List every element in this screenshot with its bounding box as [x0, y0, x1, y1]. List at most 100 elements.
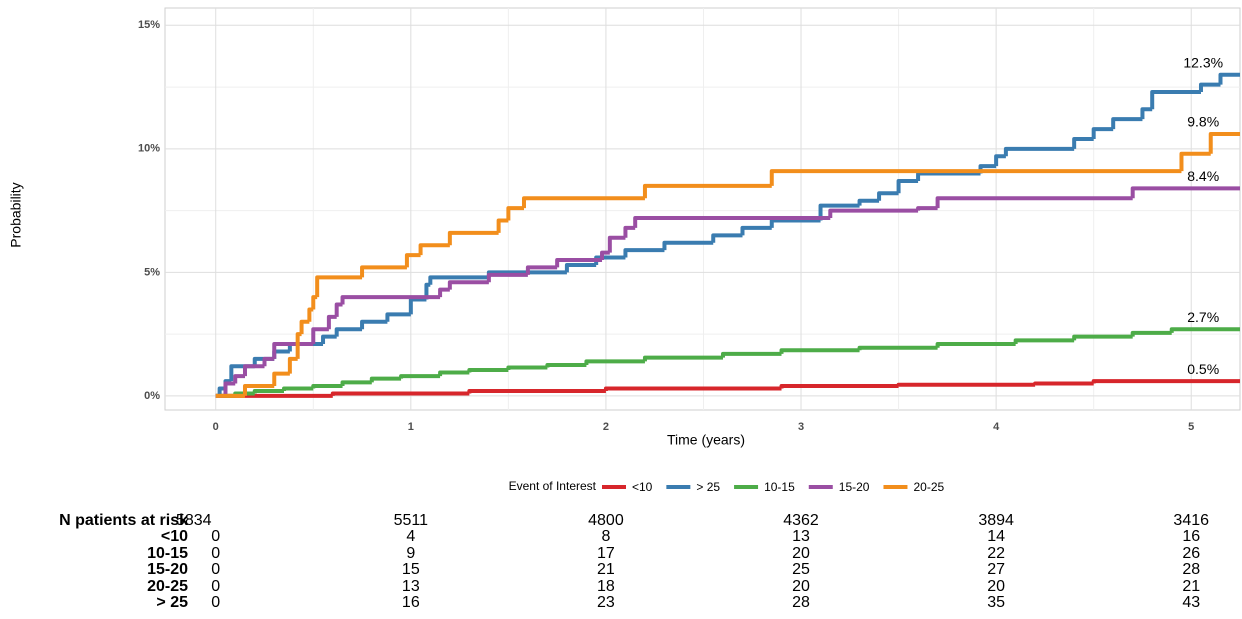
risk-table-cell: 4 [406, 528, 415, 545]
risk-table-cell: 20 [987, 578, 1005, 595]
step-segment [1130, 186, 1240, 199]
risk-table-cell: 9 [406, 545, 415, 562]
end-label: 2.7% [1187, 309, 1219, 325]
risk-table-cell: 0 [211, 545, 220, 562]
step-segment [311, 327, 329, 345]
step-segment [315, 275, 363, 298]
x-axis-label: Time (years) [667, 432, 745, 448]
x-tick-label: 1 [408, 421, 414, 433]
step-segment [428, 275, 489, 285]
step-segment [299, 319, 310, 335]
y-axis-label: Probability [8, 182, 24, 247]
step-segment [287, 356, 298, 374]
step-segment [262, 356, 275, 367]
step-segment [1033, 381, 1094, 386]
x-tick-label: 5 [1188, 421, 1194, 433]
step-segment [1013, 338, 1075, 345]
step-segment [642, 355, 723, 362]
step-segment [935, 342, 1016, 348]
risk-table-cell: 21 [1182, 578, 1200, 595]
step-segment [360, 265, 407, 278]
step-segment [828, 208, 919, 219]
step-segment [818, 203, 860, 221]
step-segment [467, 388, 606, 394]
step-segment [321, 334, 337, 345]
risk-table-cell: 23 [597, 594, 615, 611]
step-segment [252, 388, 285, 394]
step-segment [740, 225, 772, 236]
risk-table-cell: 26 [1182, 545, 1200, 562]
risk-table-row-label: > 25 [156, 594, 188, 611]
step-segment [555, 258, 603, 268]
step-segment [438, 370, 470, 377]
x-tick-label: 2 [603, 421, 609, 433]
risk-table-row-label: 15-20 [147, 561, 188, 578]
risk-table-cell: 18 [597, 578, 615, 595]
step-segment [447, 280, 489, 290]
step-segment [486, 272, 528, 283]
end-label: 9.8% [1187, 114, 1219, 130]
risk-table-cell: 16 [402, 594, 420, 611]
step-segment [1169, 327, 1240, 333]
step-segment [1179, 151, 1211, 172]
step-segment [1091, 127, 1114, 139]
step-segment [399, 374, 441, 379]
risk-table-cell: 20 [792, 545, 810, 562]
step-segment [857, 345, 938, 351]
risk-table-cell: 0 [211, 594, 220, 611]
risk-table-cell: 35 [987, 594, 1005, 611]
legend-label: 15-20 [839, 480, 870, 494]
step-segment [916, 206, 938, 211]
step-segment [223, 381, 236, 396]
legend-label: > 25 [696, 480, 720, 494]
step-segment [418, 243, 450, 256]
step-segment [360, 319, 388, 330]
step-segment [282, 386, 314, 391]
step-segment [916, 171, 981, 181]
risk-table-row-label: <10 [161, 528, 188, 545]
risk-table-cell: 20 [792, 578, 810, 595]
step-segment [340, 295, 441, 305]
step-segment [272, 371, 290, 387]
step-segment [233, 374, 245, 384]
end-label: 12.3% [1183, 54, 1223, 70]
step-segment [242, 364, 265, 377]
step-segment [896, 178, 919, 194]
step-segment [334, 327, 363, 337]
step-segment [1198, 82, 1221, 93]
step-segment [326, 314, 337, 330]
risk-table-cell: 14 [987, 528, 1005, 545]
risk-table-cell: 4362 [783, 512, 819, 529]
y-tick-label: 10% [138, 143, 160, 155]
step-segment [496, 218, 509, 233]
step-segment [1072, 136, 1094, 149]
step-segment [711, 233, 743, 243]
step-segment [545, 363, 587, 368]
risk-table-cell: 25 [792, 561, 810, 578]
step-segment [1150, 90, 1201, 110]
risk-table-cell: 4800 [588, 512, 624, 529]
step-segment [1208, 132, 1240, 154]
step-segment [769, 169, 1182, 186]
risk-table-cell: 17 [597, 545, 615, 562]
step-segment [330, 391, 470, 396]
x-tick-label: 4 [993, 421, 1000, 433]
y-tick-label: 15% [138, 19, 160, 31]
step-segment [564, 262, 597, 273]
step-segment [369, 376, 402, 383]
legend-label: 20-25 [913, 480, 944, 494]
step-segment [769, 218, 821, 228]
risk-table-cell: 16 [1182, 528, 1200, 545]
step-segment [334, 302, 343, 317]
step-segment [1130, 330, 1172, 337]
risk-table-cell: 13 [402, 578, 420, 595]
step-segment [1072, 334, 1133, 341]
step-segment [385, 312, 411, 322]
risk-table-cell: 0 [211, 578, 220, 595]
risk-table-cell: 22 [987, 545, 1005, 562]
risk-table-row-label: 20-25 [147, 578, 188, 595]
step-segment [311, 384, 343, 389]
risk-table-cell: 28 [1182, 561, 1200, 578]
risk-table-cell: 27 [987, 561, 1005, 578]
